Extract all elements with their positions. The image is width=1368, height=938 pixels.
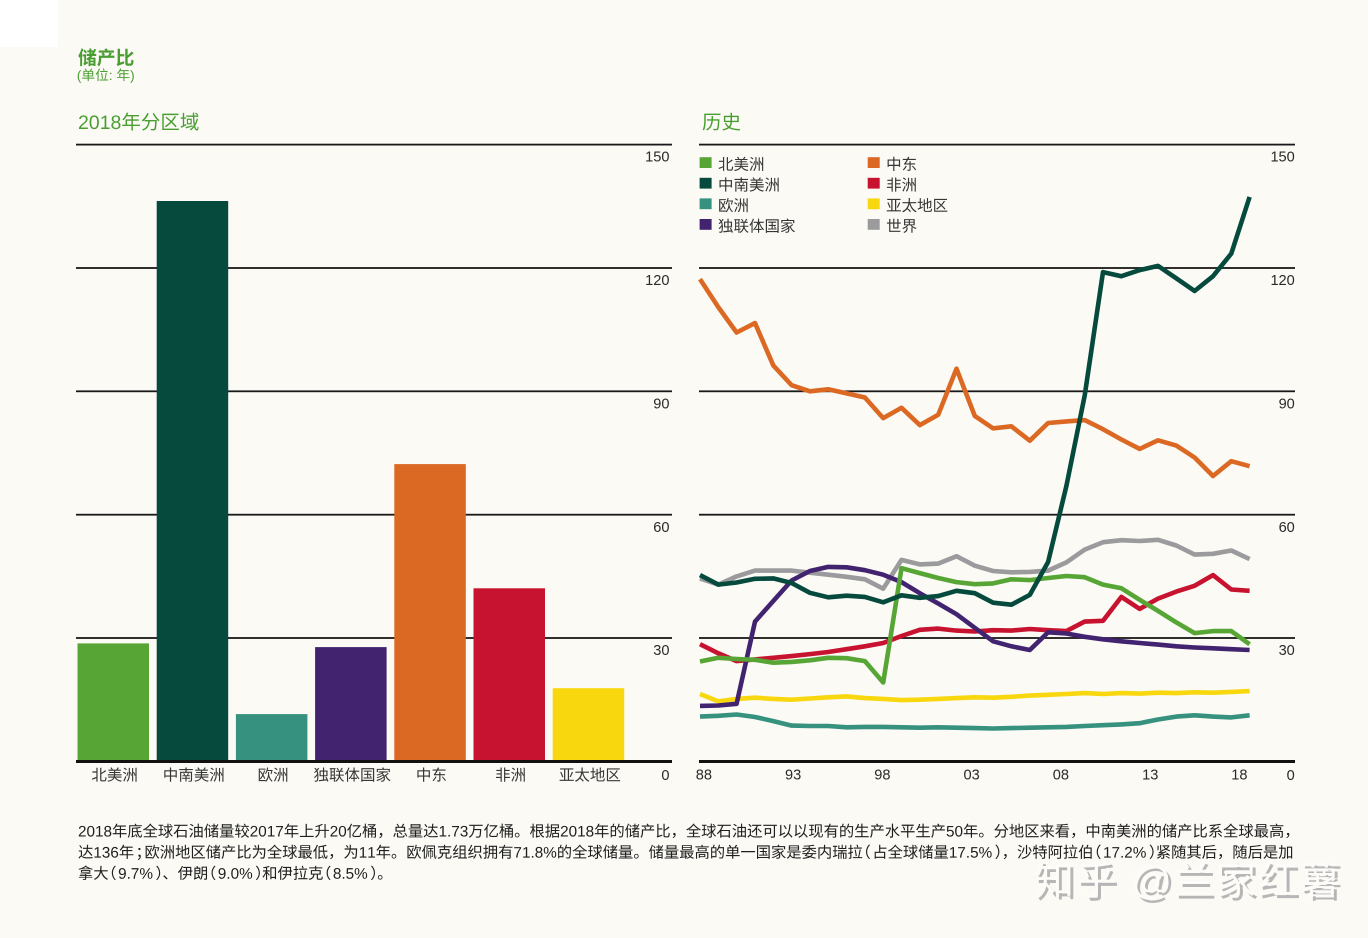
svg-text:88: 88 [696, 767, 712, 783]
svg-text:30: 30 [653, 643, 669, 659]
svg-text:93: 93 [785, 767, 801, 783]
svg-text:90: 90 [653, 396, 669, 412]
svg-text:150: 150 [1270, 150, 1294, 166]
svg-text:60: 60 [1279, 520, 1295, 536]
svg-text:60: 60 [653, 520, 669, 536]
svg-text:120: 120 [1270, 273, 1294, 289]
svg-text:18: 18 [1231, 767, 1247, 783]
svg-text:150: 150 [645, 150, 669, 166]
svg-text:0: 0 [1287, 768, 1295, 784]
svg-text:98: 98 [874, 767, 890, 783]
svg-text:0: 0 [661, 768, 669, 784]
svg-text:30: 30 [1279, 643, 1295, 659]
svg-text:13: 13 [1142, 767, 1158, 783]
svg-text:08: 08 [1053, 767, 1069, 783]
svg-text:90: 90 [1279, 396, 1295, 412]
svg-text:120: 120 [645, 273, 669, 289]
svg-text:03: 03 [963, 767, 979, 783]
